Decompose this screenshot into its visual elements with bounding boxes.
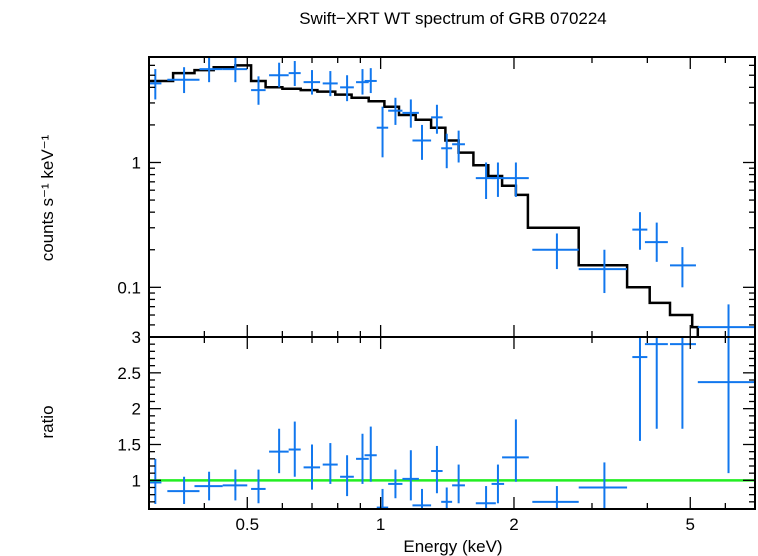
- ratio-data-point: [303, 444, 321, 490]
- ratio-data-point: [167, 476, 200, 504]
- spectrum-data-point: [322, 71, 338, 97]
- ratio-panel-frame: [148, 336, 756, 510]
- ratio-data-point: [532, 486, 579, 509]
- spectrum-data-point: [376, 106, 389, 158]
- spectrum-data-point: [697, 304, 755, 337]
- spectrum-data-point: [388, 97, 403, 125]
- x-tick-label: 5: [686, 515, 695, 534]
- ratio-data-point: [402, 450, 419, 501]
- spectrum-data-point: [475, 162, 496, 199]
- spectrum-data-point: [199, 57, 223, 83]
- y-tick-label: 0.1: [117, 278, 141, 297]
- spectrum-data-point: [452, 130, 465, 163]
- spectrum-data-point: [644, 222, 668, 262]
- spectrum-data-point: [491, 162, 505, 197]
- spectrum-data-point: [412, 124, 432, 160]
- ratio-data-point: [340, 455, 354, 497]
- spectrum-data-point: [340, 75, 354, 102]
- spectrum-data-point: [364, 68, 377, 94]
- ratio-data-point: [502, 419, 529, 482]
- spectrum-data-point: [251, 76, 266, 105]
- spectrum-data-point: [303, 70, 321, 95]
- spectrum-data-point: [441, 133, 453, 169]
- ratio-data-point: [412, 488, 432, 509]
- ratio-data-point: [697, 337, 755, 474]
- spectrum-data-point: [578, 249, 628, 294]
- x-tick-label: 0.5: [235, 515, 259, 534]
- ratio-data-point: [194, 471, 223, 501]
- ratio-data-point: [322, 443, 338, 484]
- spectrum-data-point: [502, 162, 529, 197]
- y-tick-label: 2.5: [117, 364, 141, 383]
- spectrum-data-point: [669, 247, 696, 288]
- chart-title: Swift−XRT WT spectrum of GRB 070224: [299, 9, 607, 28]
- spectrum-data-point: [532, 233, 579, 270]
- y-tick-label: 1.5: [117, 436, 141, 455]
- ratio-data-point: [251, 469, 266, 504]
- ratio-data-point: [288, 421, 301, 477]
- spectrum-data-point: [431, 104, 443, 134]
- ratio-data-point: [632, 337, 648, 441]
- x-tick-label: 1: [376, 515, 385, 534]
- ratio-data-point: [356, 433, 369, 484]
- spectrum-data-point: [632, 212, 648, 250]
- ratio-data-point: [441, 487, 453, 509]
- y-tick-label: 1: [132, 471, 141, 490]
- ratio-data-point: [431, 445, 443, 494]
- spectrum-panel-frame: [148, 56, 756, 338]
- ratio-data-point: [376, 488, 389, 509]
- ratio-data-point: [669, 337, 696, 429]
- spectrum-data-point: [222, 57, 248, 83]
- y-tick-label: 2: [132, 400, 141, 419]
- y-axis-label-ratio: ratio: [38, 405, 57, 438]
- ratio-data-point: [491, 464, 505, 504]
- spectrum-data-point: [149, 69, 162, 100]
- ratio-data-point: [269, 428, 289, 474]
- model-step-line: [149, 64, 700, 337]
- y-axis-label-spectrum: counts s⁻¹ keV⁻¹: [38, 134, 57, 261]
- ratio-data-point: [578, 462, 628, 509]
- x-axis-label: Energy (keV): [403, 537, 502, 556]
- y-tick-label: 1: [132, 153, 141, 172]
- y-tick-label: 3: [132, 328, 141, 347]
- spectrum-data-point: [356, 69, 369, 95]
- ratio-data-point: [452, 464, 465, 504]
- x-tick-label: 2: [509, 515, 518, 534]
- spectrum-data-point: [402, 99, 419, 128]
- spectrum-data-point: [288, 61, 301, 86]
- ratio-data-point: [644, 337, 668, 429]
- ratio-data-point: [475, 486, 496, 509]
- ratio-data-point: [388, 469, 403, 499]
- ratio-data-point: [222, 469, 248, 501]
- spectrum-data-point: [269, 62, 289, 88]
- ratio-data-point: [364, 426, 377, 482]
- spectrum-data-point: [167, 67, 200, 94]
- ratio-data-point: [149, 458, 162, 504]
